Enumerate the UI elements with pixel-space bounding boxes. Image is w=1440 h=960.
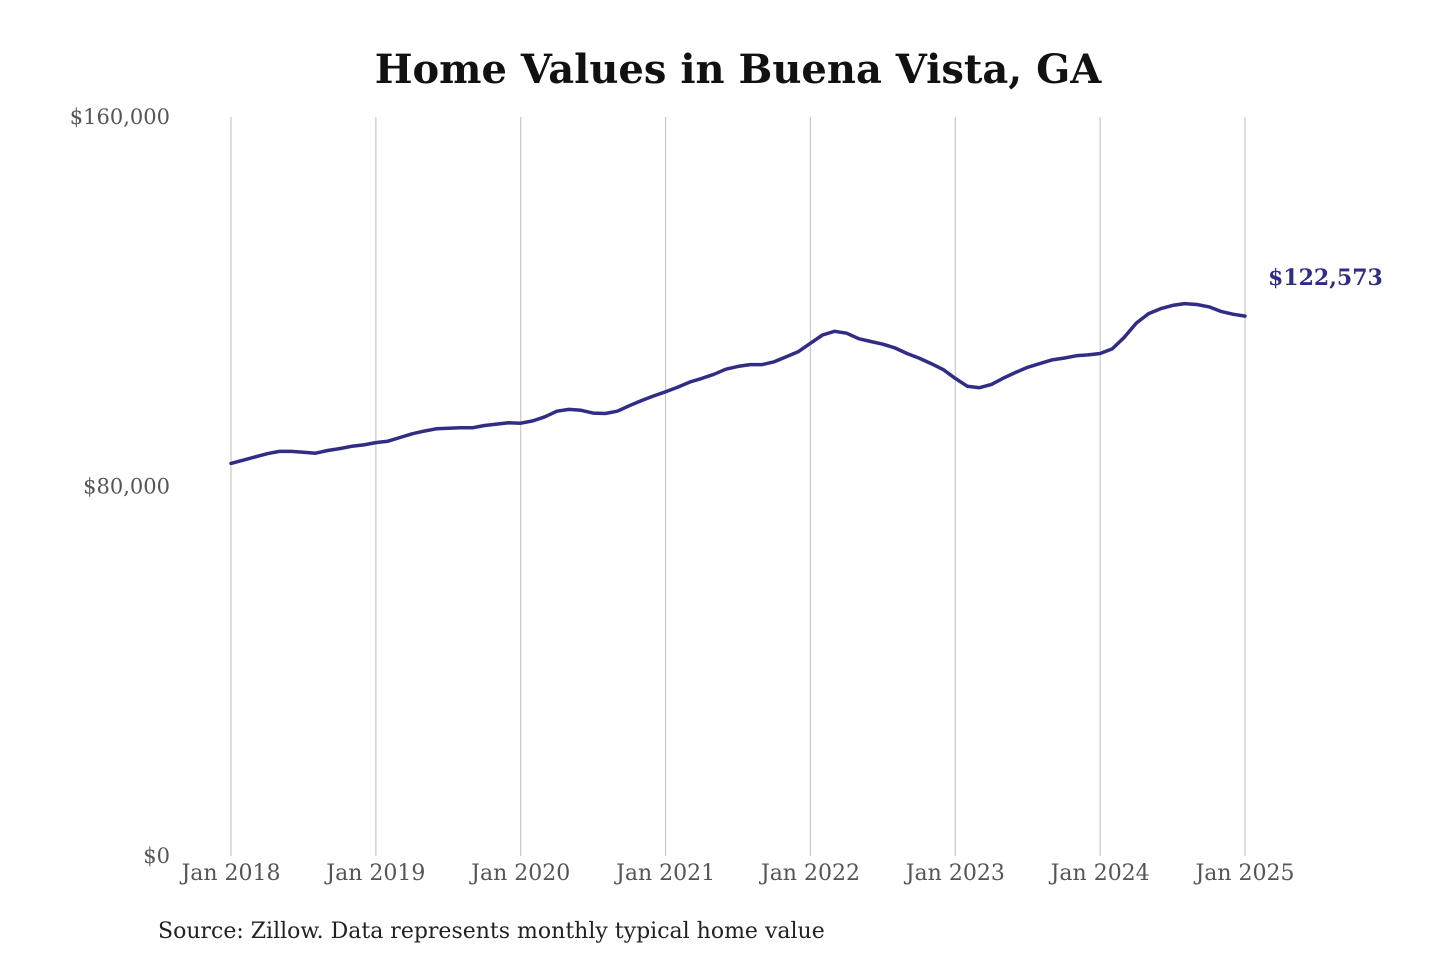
x-tick-label: Jan 2021	[614, 861, 715, 886]
vertical-gridlines	[230, 117, 1246, 856]
x-tick-label: Jan 2018	[179, 861, 280, 886]
x-tick-label: Jan 2019	[324, 861, 425, 886]
chart-title: Home Values in Buena Vista, GA	[375, 46, 1103, 93]
x-axis: Jan 2018 Jan 2019 Jan 2020 Jan 2021 Jan 2022…	[179, 861, 1294, 886]
x-tick-label: Jan 2020	[469, 861, 570, 886]
source-note: Source: Zillow. Data represents monthly …	[158, 919, 825, 944]
y-tick-label: $80,000	[83, 475, 170, 499]
series-line	[229, 301, 1247, 466]
last-value-label: $122,573	[1268, 265, 1383, 291]
y-tick-label: $0	[143, 844, 170, 868]
y-tick-label: $160,000	[70, 105, 170, 129]
series-layer	[229, 301, 1247, 466]
x-tick-label: Jan 2022	[759, 861, 860, 886]
x-tick-label: Jan 2023	[904, 861, 1005, 886]
x-tick-label: Jan 2024	[1049, 861, 1150, 886]
y-axis: $160,000 $80,000 $0	[70, 105, 170, 868]
x-tick-label: Jan 2025	[1193, 861, 1294, 886]
